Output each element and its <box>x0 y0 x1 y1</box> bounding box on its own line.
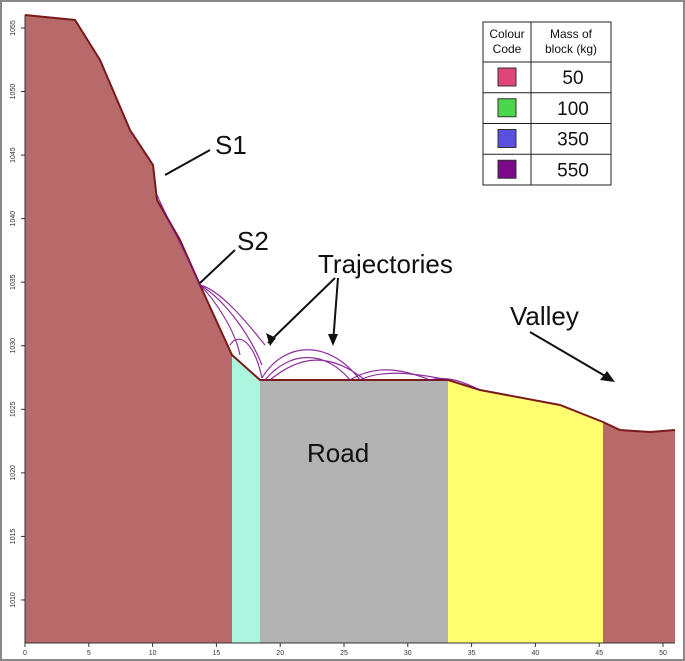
legend-header: Code <box>493 42 522 56</box>
y-tick-label: 1050 <box>10 84 17 100</box>
x-tick-label: 35 <box>468 650 476 657</box>
arrow-head <box>600 371 615 382</box>
x-tick-label: 50 <box>659 650 667 657</box>
legend-box <box>482 21 612 186</box>
annotation: S2 <box>237 226 269 256</box>
y-tick-label: 1025 <box>10 401 17 417</box>
y-tick-label: 1020 <box>10 465 17 481</box>
trajectories <box>156 194 481 391</box>
arrow <box>267 277 336 344</box>
y-tick-label: 1045 <box>10 147 17 163</box>
legend-swatch <box>497 129 517 148</box>
annotation: Trajectories <box>318 249 453 279</box>
legend-mass: 350 <box>557 130 589 151</box>
y-tick-label: 1010 <box>10 592 17 608</box>
verge-region <box>448 380 603 643</box>
legend-mass: 100 <box>557 99 589 120</box>
x-tick-label: 5 <box>87 650 91 657</box>
legend-header: Colour <box>489 27 524 41</box>
legend: Colour Code Mass of block (kg) 50 100 350 5… <box>482 21 612 186</box>
legend-mass: 550 <box>557 160 589 181</box>
y-tick-label: 1040 <box>10 211 17 227</box>
arrow-head <box>328 334 338 346</box>
annotation: S1 <box>215 130 247 160</box>
valley-region <box>603 422 675 643</box>
x-tick-label: 25 <box>340 650 348 657</box>
shoulder-region <box>232 355 260 643</box>
y-tick-label: 1035 <box>10 274 17 290</box>
x-tick-label: 20 <box>276 650 284 657</box>
legend-swatch <box>497 67 517 87</box>
x-tick-label: 10 <box>149 650 157 657</box>
road-region <box>260 380 448 643</box>
arrow <box>199 249 236 284</box>
slope-region <box>25 15 232 643</box>
x-tick-label: 30 <box>404 650 412 657</box>
x-tick-label: 45 <box>595 650 603 657</box>
arrow <box>332 277 339 344</box>
x-tick-label: 0 <box>23 650 27 657</box>
terrain-profile <box>24 14 676 434</box>
y-tick-label: 1030 <box>10 338 17 354</box>
legend-header: block (kg) <box>545 42 597 56</box>
annotation: Valley <box>510 301 579 331</box>
annotation: Road <box>307 438 369 468</box>
y-tick-label: 1055 <box>10 20 17 36</box>
x-tick-label: 40 <box>532 650 540 657</box>
arrow-head <box>266 333 276 346</box>
x-tick-label: 15 <box>213 650 221 657</box>
arrow <box>529 331 613 381</box>
arrow <box>164 149 211 176</box>
legend-swatch <box>497 98 517 118</box>
legend-swatch <box>497 159 517 179</box>
legend-mass: 50 <box>562 68 583 89</box>
legend-header: Mass of <box>550 27 593 41</box>
y-tick-label: 1015 <box>10 529 17 545</box>
